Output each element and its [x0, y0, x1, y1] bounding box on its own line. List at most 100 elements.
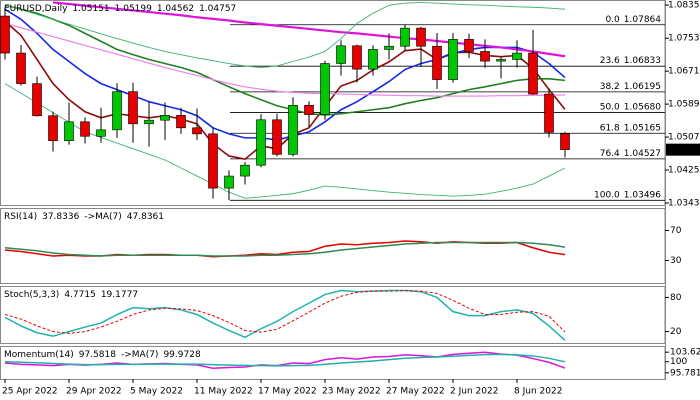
y-tick-label: 1.05070	[668, 133, 700, 143]
x-tick-label: 29 Apr 2022	[66, 387, 122, 397]
candle-body	[496, 59, 506, 62]
series-last-value: 99.9728	[163, 350, 200, 360]
moving-average-line	[4, 1, 566, 68]
fib-price: 1.06195	[624, 81, 661, 91]
chart-title: EURUSD,Daily 1.05151 1.05199 1.04562 1.04757	[4, 4, 236, 14]
y-tick-label: 95.7817	[670, 368, 700, 378]
y-tick-label: 1.08355	[668, 1, 700, 11]
ohlc-close: 1.04757	[199, 4, 236, 14]
candle-body	[304, 105, 314, 115]
candle-body	[96, 129, 106, 137]
indicator-plot	[4, 289, 566, 341]
series-last-value: 37.8336	[42, 212, 79, 222]
fib-price: 1.03496	[624, 190, 661, 200]
candle-body	[336, 45, 346, 64]
y-tick-label: 20	[670, 327, 682, 337]
candle-body	[528, 52, 538, 95]
candle-body	[464, 39, 474, 52]
fib-level: 23.6	[600, 56, 620, 66]
current-price: 1.04757	[668, 145, 700, 155]
price-plot: 0.0 1.07864 23.6 1.06833 38.2 1.06195 50.0 1.05…	[0, 1, 665, 201]
candle-body	[448, 39, 458, 80]
candle-body	[192, 127, 202, 135]
fib-label: 50.0 1.05680	[600, 102, 662, 112]
y-tick-label: 100	[670, 357, 687, 367]
indicator-line	[4, 353, 566, 367]
moving-average-line	[4, 22, 566, 97]
y-tick-label: 70	[670, 226, 682, 236]
series-last-value: 97.5818	[79, 350, 116, 360]
candle-body	[128, 91, 138, 125]
moving-average-line	[52, 1, 566, 58]
series-name: ->MA(7)	[84, 212, 121, 222]
indicator-plot	[4, 351, 566, 370]
ohlc-low: 1.04562	[157, 4, 194, 14]
x-tick-label: 5 May 2022	[130, 387, 183, 397]
series-last-value: 4.7715	[64, 290, 96, 300]
candle-body	[480, 51, 490, 62]
fib-label: 100.0 1.03496	[594, 190, 661, 200]
current-price-box	[666, 143, 700, 156]
candle-body	[48, 115, 58, 141]
candle-body	[240, 164, 250, 177]
fib-level: 76.4	[600, 148, 620, 158]
y-tick-label: 1.06710	[668, 67, 700, 77]
x-tick-label: 11 May 2022	[194, 387, 253, 397]
candle-body	[320, 63, 330, 115]
fib-price: 1.07864	[624, 14, 661, 24]
indicator-title: Stoch(5,3,3) 4.7715 19.1777	[4, 290, 138, 300]
indicator-plot	[4, 240, 566, 258]
series-last-value: 47.8361	[127, 212, 164, 222]
y-tick-label: 103.6272	[670, 348, 700, 358]
fib-label: 61.8 1.05165	[600, 123, 661, 133]
candle-body	[512, 52, 522, 60]
candle-body	[384, 45, 394, 50]
y-tick-label: 1.05890	[668, 100, 700, 110]
fib-level: 100.0	[594, 190, 620, 200]
series-name: Momentum(14)	[4, 350, 74, 360]
x-tick-label: 25 Apr 2022	[2, 387, 58, 397]
moving-average-line	[4, 20, 566, 161]
indicator-title: RSI(14) 37.8336 ->MA(7) 47.8361	[4, 212, 164, 222]
moving-average-line	[4, 4, 566, 116]
series-last-value: 19.1777	[101, 290, 138, 300]
candle-body	[416, 27, 426, 47]
candle-body	[272, 119, 282, 155]
candle-body	[256, 119, 266, 166]
y-tick-label: 1.04250	[668, 166, 700, 176]
candle-body	[16, 52, 26, 84]
symbol: EURUSD,Daily	[4, 4, 68, 14]
fib-label: 38.2 1.06195	[600, 81, 661, 91]
ohlc-open: 1.05151	[72, 4, 109, 14]
indicator-line	[4, 290, 566, 334]
y-tick-label: 30	[670, 256, 682, 266]
y-tick-label: 80	[670, 293, 682, 303]
candle-body	[432, 45, 442, 80]
fib-price: 1.05165	[624, 123, 661, 133]
x-tick-label: 8 Jun 2022	[514, 387, 562, 397]
candle-body	[32, 83, 42, 117]
fib-price: 1.05680	[624, 102, 661, 112]
candle-body	[80, 121, 90, 137]
series-name: ->MA(7)	[121, 350, 158, 360]
fib-level: 61.8	[600, 123, 620, 133]
candle-body	[352, 45, 362, 70]
fib-label: 23.6 1.06833	[600, 56, 661, 66]
series-name: Stoch(5,3,3)	[4, 290, 59, 300]
ohlc-high: 1.05199	[115, 4, 152, 14]
fib-price: 1.06833	[624, 56, 661, 66]
candle-body	[112, 91, 122, 131]
candle-body	[224, 175, 234, 189]
candle-body	[368, 49, 378, 70]
fib-label: 76.4 1.04527	[600, 148, 661, 158]
indicator-title: Momentum(14) 97.5818 ->MA(7) 99.9728	[4, 350, 201, 360]
indicator-line	[4, 289, 566, 341]
indicator-line	[4, 241, 566, 257]
fib-level: 50.0	[600, 102, 620, 112]
candle-body	[160, 115, 170, 121]
candle-body	[560, 133, 570, 150]
candle-body	[288, 105, 298, 155]
candle-body	[400, 27, 410, 47]
candle-body	[0, 15, 10, 54]
